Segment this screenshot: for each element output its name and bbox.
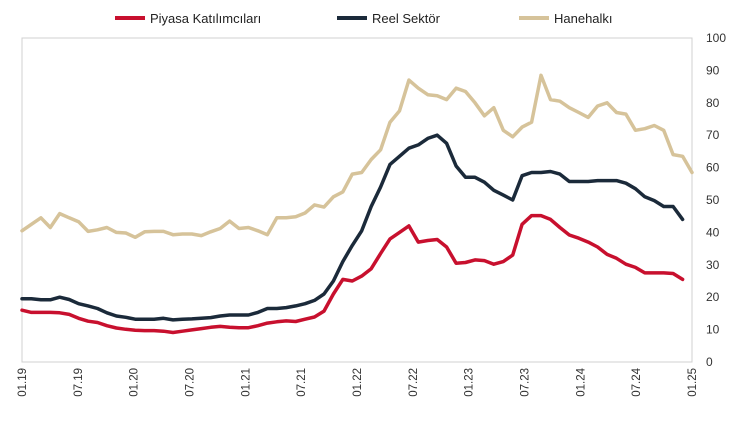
y-tick-label: 20 [706,290,720,304]
x-axis-ticks: 01.19 07.19 01.20 07.20 01.21 07.21 01.22 07.22… [17,367,699,396]
series-layer [20,73,694,335]
x-tick-label: 07.20 [185,368,197,397]
x-tick-label: 01.24 [575,367,587,396]
y-tick-label: 60 [706,161,720,175]
x-tick-label: 01.20 [129,368,141,397]
legend-label: Piyasa Katılımcıları [150,11,261,26]
y-tick-label: 100 [706,31,726,45]
x-tick-label: 07.24 [631,367,643,396]
plot-area-frame [21,37,693,363]
y-axis-ticks: 0 10 20 30 40 50 60 70 80 90 100 [706,31,726,369]
series-line-reel-sekto-r [20,133,685,322]
y-tick-label: 70 [706,128,720,142]
x-tick-label: 01.22 [352,368,364,397]
legend-item-piyasa-kat-l-mc-lar: Piyasa Katılımcıları [115,11,261,26]
x-tick-label: 07.22 [408,368,420,397]
x-tick-label: 07.19 [73,368,85,397]
y-tick-label: 30 [706,258,720,272]
legend: Piyasa Katılımcıları Reel Sektör Hanehalkı [115,11,613,26]
x-tick-label: 01.21 [240,368,252,397]
x-tick-label: 07.23 [520,368,532,397]
x-tick-label: 07.21 [296,368,308,397]
y-tick-label: 90 [706,63,720,77]
x-tick-label: 01.25 [687,368,699,397]
y-tick-label: 40 [706,225,720,239]
x-tick-label: 01.19 [17,368,29,397]
y-tick-label: 80 [706,96,720,110]
legend-label: Reel Sektör [372,11,441,26]
y-tick-label: 0 [706,355,713,369]
x-tick-label: 01.23 [464,368,476,397]
legend-label: Hanehalkı [554,11,613,26]
legend-item-reel-sekto-r: Reel Sektör [337,11,441,26]
y-tick-label: 50 [706,193,720,207]
y-tick-label: 10 [706,323,720,337]
legend-item-hanehalk: Hanehalkı [519,11,613,26]
series-line-hanehalk [20,73,694,240]
series-line-piyasa-kat-l-mc-lar [20,213,685,335]
